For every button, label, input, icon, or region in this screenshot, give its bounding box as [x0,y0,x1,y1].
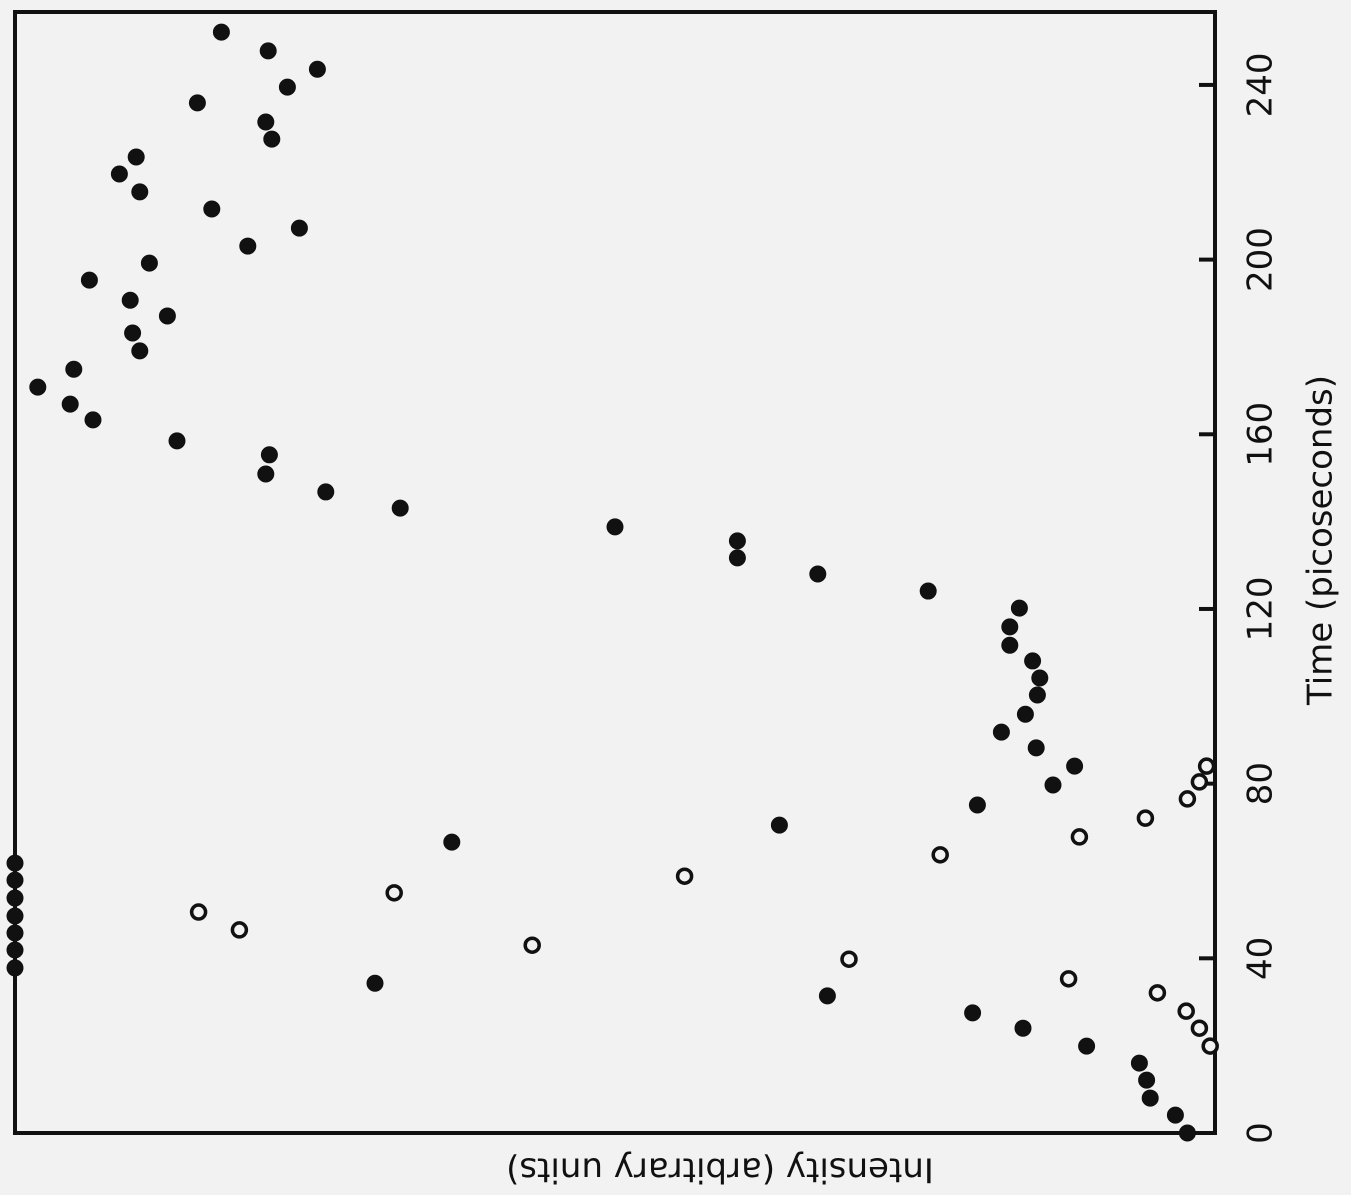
x-axis-label: Time (picoseconds) [1301,375,1341,706]
y-axis-label: Intensity (arbitrary units) [506,1150,934,1190]
filled-point [121,291,139,309]
filled-point [1031,669,1049,687]
filled-point [1001,618,1019,636]
filled-point [6,889,24,907]
filled-point [366,974,384,992]
filled-point [308,60,326,78]
filled-point [818,987,836,1005]
x-tick-label: 240 [1241,52,1281,117]
open-point [1148,984,1167,1002]
filled-point [391,499,409,517]
filled-point [61,395,79,413]
filled-point [6,924,24,942]
filled-point [1066,757,1084,775]
filled-point [968,796,986,814]
open-point [1201,1037,1219,1055]
open-point [230,921,249,939]
filled-point [6,854,24,872]
filled-point [131,183,149,201]
filled-point [290,219,308,237]
filled-point [606,518,624,536]
filled-point [127,148,145,166]
filled-point [770,816,788,834]
filled-point [728,549,746,567]
filled-point [1010,599,1028,617]
x-tick-label: 200 [1241,227,1281,292]
filled-point [919,582,937,600]
open-point [189,903,208,921]
x-tick-label: 120 [1241,577,1281,642]
filled-point [1027,739,1045,757]
filled-point [1130,1054,1148,1072]
filled-point [1138,1071,1156,1089]
open-point [931,846,949,864]
filled-point [1141,1089,1159,1107]
open-point [385,884,403,902]
filled-point [131,342,149,360]
filled-point [84,411,102,429]
filled-point [6,871,24,889]
open-point [675,867,694,885]
filled-point [239,237,257,255]
filled-point [188,94,206,112]
filled-point [1014,1019,1032,1037]
filled-point [964,1004,982,1022]
x-tick-label: 160 [1241,402,1281,467]
open-point [523,936,541,954]
open-point [1136,809,1155,827]
open-point [840,950,858,968]
filled-point [65,360,83,378]
x-tick-label: 0 [1241,1122,1281,1144]
filled-point [1166,1106,1184,1124]
filled-point [1028,686,1046,704]
filled-point [1016,705,1034,723]
filled-point [443,833,461,851]
filled-point [728,532,746,550]
filled-point [1024,652,1042,670]
filled-point [110,165,128,183]
filled-point [1178,1124,1196,1142]
filled-point [317,483,335,501]
x-tick-label: 40 [1241,937,1281,980]
open-point [1177,1002,1195,1020]
filled-point [809,565,827,583]
x-tick-label: 80 [1241,762,1281,805]
open-point [1059,970,1078,988]
filled-point [140,254,158,272]
filled-point [257,113,275,131]
filled-point [278,78,296,96]
open-point [1178,790,1197,808]
plot-frame [13,10,1217,1135]
filled-point [260,446,278,464]
filled-point [263,130,281,148]
filled-point [203,200,221,218]
filled-point [6,941,24,959]
filled-point [29,378,47,396]
filled-point [1078,1037,1096,1055]
filled-point [1001,636,1019,654]
open-point [1197,757,1216,775]
open-point [1190,1019,1209,1037]
open-point [1190,773,1209,791]
filled-point [259,42,277,60]
filled-point [212,23,230,41]
filled-point [257,465,275,483]
open-point [1070,828,1089,846]
filled-point [168,432,186,450]
filled-point [80,271,98,289]
filled-point [158,307,176,325]
filled-point [1044,776,1062,794]
filled-point [124,324,142,342]
filled-point [6,907,24,925]
filled-point [992,723,1010,741]
filled-point [6,959,24,977]
